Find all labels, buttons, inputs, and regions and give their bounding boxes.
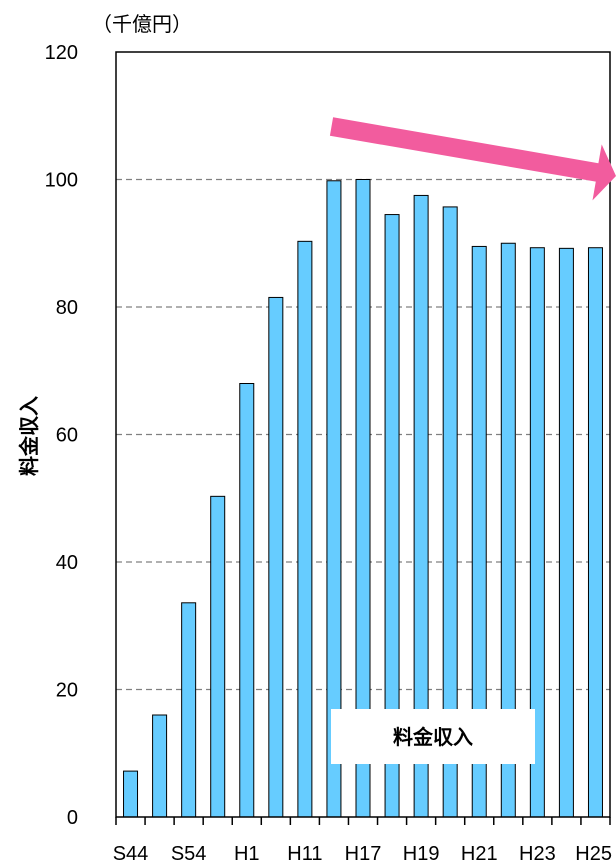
x-tick-label: H25 [575,843,612,865]
y-tick-label: 60 [56,425,78,447]
y-tick-label: 80 [56,297,78,319]
y-tick-label: 100 [45,170,78,192]
y-tick-label: 40 [56,552,78,574]
axes [115,51,611,825]
y-tick-label: 0 [67,807,78,829]
bar [210,495,226,818]
legend-background [331,709,535,764]
y-axis-title: 料金収入 [17,396,41,476]
legend-label: 料金収入 [393,725,473,749]
plot-frame [115,51,611,818]
unit-label: （千億円） [92,12,192,36]
x-tick-label: H11 [287,843,322,865]
bar [297,240,313,818]
x-tick-label: S44 [113,843,149,865]
y-tick-labels: 0 20 40 60 80 100 120 [45,42,78,829]
y-tick-label: 120 [45,42,78,64]
x-tick-label: S54 [171,843,207,865]
x-tick-label: H17 [345,843,382,865]
bar [587,247,603,818]
bar [123,770,139,818]
bars [123,179,603,818]
bar [239,383,255,818]
x-tick-label: H21 [461,843,498,865]
bar [152,714,168,818]
bar [558,247,574,818]
gridlines [116,178,610,691]
y-tick-label: 20 [56,680,78,702]
bar [181,602,197,818]
trend-arrow-shape [329,117,616,201]
x-tick-label: H19 [403,843,440,865]
x-tick-label: H1 [234,843,260,865]
bar [268,296,284,818]
legend-box: 料金収入 [331,709,535,764]
x-tick-labels: S44 S54 H1 H11 H17 H19 H21 H23 H25 [113,843,612,865]
trend-arrow-icon [329,117,616,201]
x-tick-label: H23 [519,843,556,865]
